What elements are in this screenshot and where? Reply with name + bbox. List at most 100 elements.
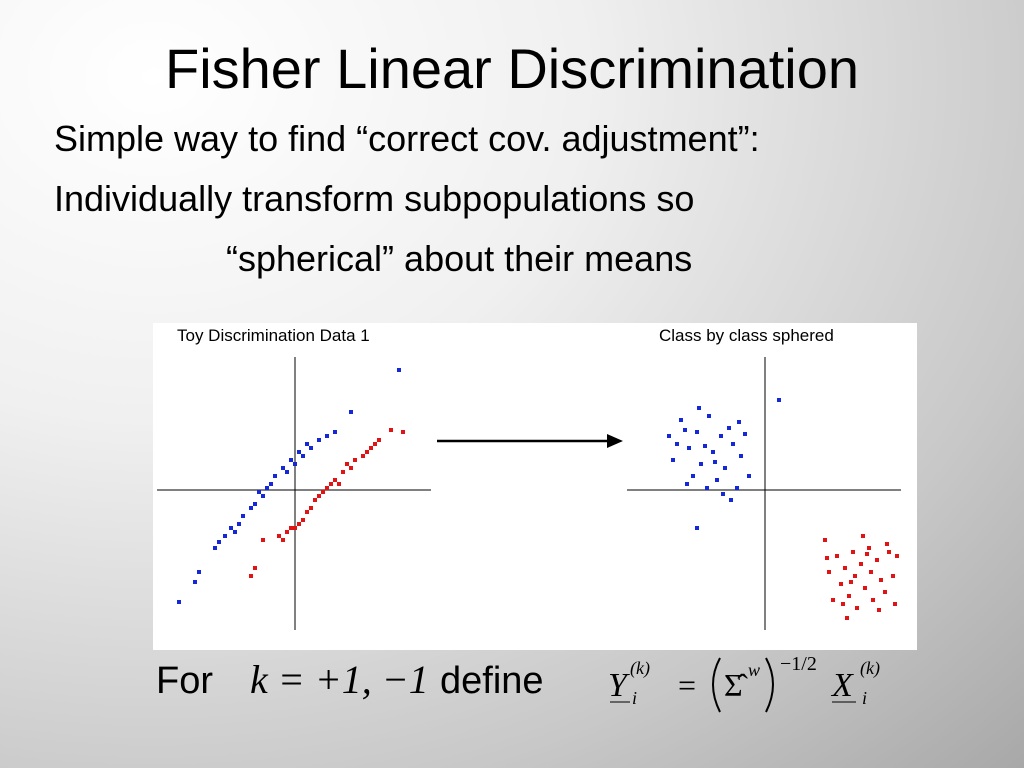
point <box>397 368 401 372</box>
point <box>361 454 365 458</box>
paren <box>712 657 721 713</box>
point <box>373 442 377 446</box>
point <box>695 430 699 434</box>
point <box>715 478 719 482</box>
point <box>257 490 261 494</box>
point <box>309 446 313 450</box>
point <box>289 526 293 530</box>
formula-sigma: Σ̂ <box>724 667 749 703</box>
point <box>879 578 883 582</box>
plot-title: Class by class sphered <box>659 326 834 345</box>
point <box>305 442 309 446</box>
formula-sub: i <box>862 688 867 708</box>
point <box>861 534 865 538</box>
for-label: For <box>156 660 213 702</box>
point <box>667 434 671 438</box>
point <box>341 470 345 474</box>
point <box>875 558 879 562</box>
point <box>297 450 301 454</box>
point <box>711 450 715 454</box>
point <box>237 522 241 526</box>
point <box>177 600 181 604</box>
formula-y: Y <box>608 667 630 704</box>
point <box>261 538 265 542</box>
formula: Y i (k) = Σ̂ w −1/2 X i (k) <box>608 653 880 713</box>
point <box>723 466 727 470</box>
point <box>883 590 887 594</box>
point <box>719 434 723 438</box>
point <box>707 414 711 418</box>
point <box>727 426 731 430</box>
point <box>831 598 835 602</box>
point <box>827 570 831 574</box>
point <box>721 492 725 496</box>
point <box>377 438 381 442</box>
point <box>713 460 717 464</box>
point <box>675 442 679 446</box>
point <box>687 446 691 450</box>
point <box>325 486 329 490</box>
point <box>325 434 329 438</box>
point <box>313 498 317 502</box>
point <box>253 502 257 506</box>
point <box>281 538 285 542</box>
point <box>345 462 349 466</box>
point <box>293 462 297 466</box>
point <box>305 510 309 514</box>
point <box>871 598 875 602</box>
point <box>321 490 325 494</box>
point <box>825 556 829 560</box>
point <box>841 602 845 606</box>
point <box>839 582 843 586</box>
point <box>691 474 695 478</box>
point <box>353 458 357 462</box>
point <box>731 442 735 446</box>
point <box>265 486 269 490</box>
point <box>671 458 675 462</box>
define-label: define <box>440 660 544 702</box>
point <box>683 428 687 432</box>
point <box>285 530 289 534</box>
point <box>855 606 859 610</box>
point <box>273 474 277 478</box>
point <box>835 554 839 558</box>
point <box>851 550 855 554</box>
point <box>887 550 891 554</box>
point <box>301 454 305 458</box>
slide-title: Fisher Linear Discrimination <box>164 37 859 100</box>
point <box>853 574 857 578</box>
plot-title: Toy Discrimination Data 1 <box>177 326 370 345</box>
point <box>349 410 353 414</box>
point <box>241 514 245 518</box>
point <box>223 534 227 538</box>
point <box>685 482 689 486</box>
arrow-head <box>607 434 623 448</box>
point <box>703 444 707 448</box>
formula-eq: = <box>678 667 696 703</box>
point <box>197 570 201 574</box>
point <box>317 438 321 442</box>
point <box>679 418 683 422</box>
k-definition: k = +1, −1 <box>250 657 429 702</box>
point <box>895 554 899 558</box>
bullet: Simple way to find “correct cov. adjustm… <box>54 118 760 159</box>
point <box>309 506 313 510</box>
point <box>849 580 853 584</box>
point <box>349 466 353 470</box>
point <box>369 446 373 450</box>
formula-sup: (k) <box>860 658 880 679</box>
point <box>193 580 197 584</box>
plot-background <box>153 323 917 650</box>
point <box>281 466 285 470</box>
point <box>705 486 709 490</box>
point <box>867 546 871 550</box>
point <box>289 458 293 462</box>
point <box>337 482 341 486</box>
point <box>229 526 233 530</box>
plots: Toy Discrimination Data 1 Class by class … <box>153 323 917 650</box>
point <box>735 486 739 490</box>
point <box>261 494 265 498</box>
point <box>777 398 781 402</box>
point <box>845 616 849 620</box>
